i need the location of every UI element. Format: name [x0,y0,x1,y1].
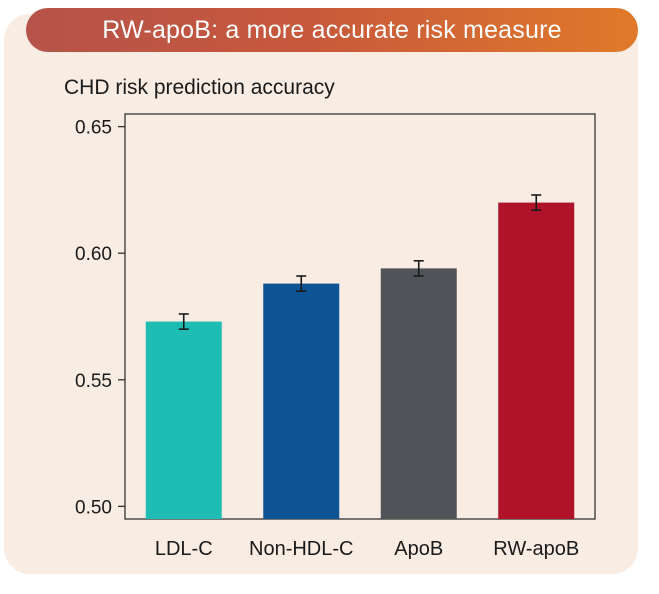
y-tick-label: 0.50 [75,497,112,518]
banner-title: RW-apoB: a more accurate risk measure [26,8,638,52]
y-tick-label: 0.60 [75,244,112,265]
x-category-label: LDL-C [155,538,213,560]
y-axis: 0.50 0.55 0.60 0.65 [75,118,125,518]
plot-frame [124,113,596,520]
bar-rw-apob [498,202,575,519]
error-bar [413,260,424,277]
bar-non-hdl-c [263,283,340,519]
error-bars [178,194,542,330]
y-tick-label: 0.65 [75,118,112,139]
x-category-label: RW-apoB [493,538,579,560]
x-axis-labels: LDL-C Non-HDL-C ApoB RW-apoB [155,538,579,560]
chart-title: CHD risk prediction accuracy [64,76,335,99]
x-category-label: ApoB [394,538,443,560]
y-tick-label: 0.55 [75,371,112,392]
error-bar [178,313,189,330]
bar-apob [380,268,457,519]
error-bar [531,194,542,211]
error-bar [296,275,307,292]
bars [145,202,575,519]
x-category-label: Non-HDL-C [249,538,353,560]
bar-ldl-c [145,321,222,519]
